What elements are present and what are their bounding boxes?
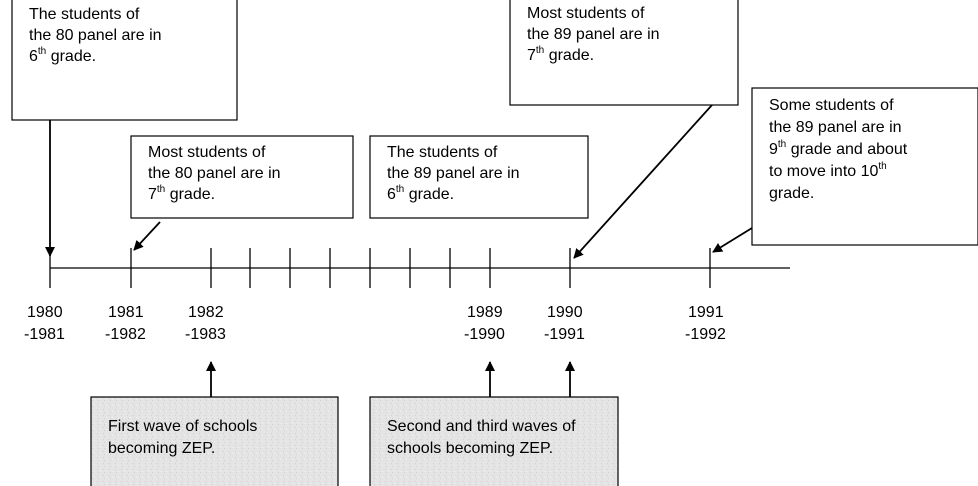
note-line: Most students of (148, 144, 266, 161)
note-line: 6th grade. (387, 184, 454, 203)
note-box (751, 87, 978, 246)
note-line: grade. (769, 185, 814, 202)
note-line: schools becoming ZEP. (387, 440, 553, 457)
text-run: grade and about (786, 141, 908, 158)
text-run: Most students of (527, 5, 645, 22)
text-run: Second and third waves of (387, 418, 576, 435)
text-run: 9 (769, 141, 778, 158)
text-run: Some students of (769, 97, 894, 114)
year-label: -1991 (544, 326, 585, 343)
text-run: the 89 panel are in (527, 26, 660, 43)
note-line: 6th grade. (29, 46, 96, 65)
text-run: grade. (165, 186, 215, 203)
text-run: The students of (29, 6, 140, 23)
text-run: First wave of schools (108, 418, 257, 435)
text-run: 6 (387, 186, 396, 203)
superscript: th (536, 45, 544, 56)
year-label: -1981 (24, 326, 65, 343)
text-run: the 80 panel are in (29, 27, 162, 44)
year-label: -1983 (185, 326, 226, 343)
text-run: 7 (148, 186, 157, 203)
note-line: The students of (29, 6, 140, 23)
note-line: to move into 10th (769, 161, 887, 180)
note-line: 7th grade. (148, 184, 215, 203)
note-box (369, 396, 619, 486)
superscript: th (878, 161, 886, 172)
note-line: Some students of (769, 97, 894, 114)
note-line: the 80 panel are in (29, 27, 162, 44)
text-run: becoming ZEP. (108, 440, 215, 457)
note-line: The students of (387, 144, 498, 161)
text-run: to move into 10 (769, 163, 879, 180)
text-run: the 80 panel are in (148, 165, 281, 182)
note-line: 9th grade and about (769, 139, 908, 158)
note-box (11, 0, 238, 121)
superscript: th (778, 139, 786, 150)
note-box (130, 135, 354, 219)
note-line: the 89 panel are in (527, 26, 660, 43)
note-line: becoming ZEP. (108, 440, 215, 457)
note-box (90, 396, 339, 486)
note-line: the 80 panel are in (148, 165, 281, 182)
note-line: Most students of (527, 5, 645, 22)
text-run: grade. (769, 185, 814, 202)
superscript: th (157, 184, 165, 195)
text-run: 7 (527, 47, 536, 64)
note-box (369, 135, 589, 219)
arrow (133, 221, 161, 251)
text-run: the 89 panel are in (769, 119, 902, 136)
text-run: The students of (387, 144, 498, 161)
year-label: -1982 (105, 326, 146, 343)
note-line: First wave of schools (108, 418, 257, 435)
text-run: the 89 panel are in (387, 165, 520, 182)
superscript: th (38, 46, 46, 57)
year-label: 1989 (467, 304, 503, 321)
year-label: 1980 (27, 304, 63, 321)
arrow (712, 227, 753, 253)
note-line: the 89 panel are in (387, 165, 520, 182)
text-run: grade. (46, 48, 96, 65)
text-run: grade. (544, 47, 594, 64)
year-label: 1990 (547, 304, 583, 321)
year-label: -1990 (464, 326, 505, 343)
year-label: 1982 (188, 304, 224, 321)
arrow (573, 104, 713, 259)
year-label: 1981 (108, 304, 144, 321)
year-label: -1992 (685, 326, 726, 343)
text-run: schools becoming ZEP. (387, 440, 553, 457)
superscript: th (396, 184, 404, 195)
year-label: 1991 (688, 304, 724, 321)
note-box (509, 0, 739, 106)
text-run: 6 (29, 48, 38, 65)
text-run: grade. (404, 186, 454, 203)
note-line: Second and third waves of (387, 418, 576, 435)
note-line: the 89 panel are in (769, 119, 902, 136)
note-line: 7th grade. (527, 45, 594, 64)
text-run: Most students of (148, 144, 266, 161)
